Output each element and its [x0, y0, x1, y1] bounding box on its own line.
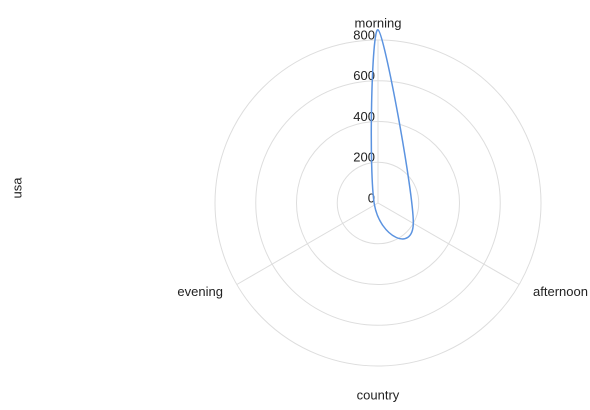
category-label: evening — [177, 284, 223, 299]
r-tick-label: 800 — [353, 27, 375, 42]
series-line — [370, 29, 415, 240]
y-axis-label: usa — [9, 177, 24, 199]
spoke — [236, 202, 379, 285]
r-tick-label: 200 — [353, 150, 375, 165]
x-axis-label: country — [357, 387, 400, 402]
r-tick-label: 600 — [353, 68, 375, 83]
category-label: afternoon — [533, 284, 588, 299]
r-tick-label: 0 — [368, 190, 375, 205]
spoke — [377, 202, 520, 285]
r-tick-label: 400 — [353, 109, 375, 124]
category-label: morning — [355, 15, 402, 30]
